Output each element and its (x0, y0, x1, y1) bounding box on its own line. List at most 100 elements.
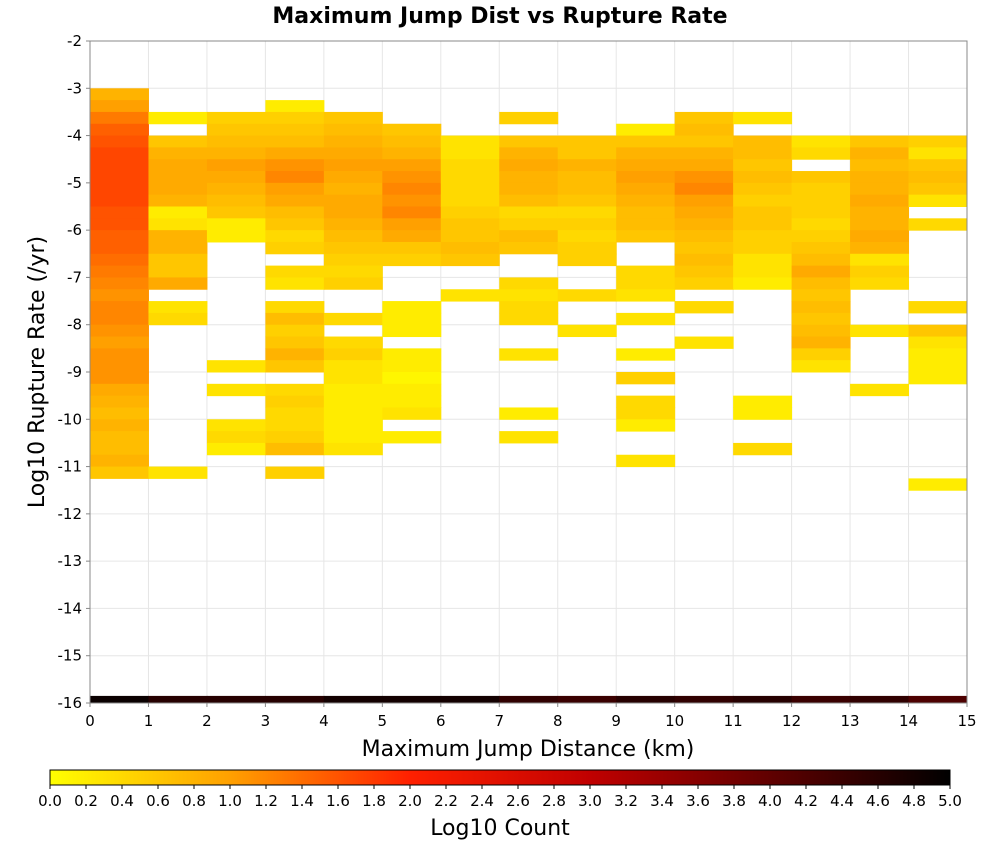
y-tick-label: -13 (58, 552, 83, 570)
heatmap-cell (148, 277, 208, 290)
heatmap-cell (382, 182, 442, 196)
heatmap-cell (557, 218, 617, 231)
heatmap-cell (206, 695, 266, 703)
colorbar (49, 769, 951, 786)
colorbar-tick-label: 4.0 (758, 792, 782, 810)
heatmap-cell (206, 159, 266, 172)
heatmap-cell (674, 695, 734, 703)
heatmap-cell (90, 336, 149, 349)
heatmap-cell (382, 431, 442, 444)
heatmap-cell (674, 265, 734, 278)
x-tick-label: 11 (724, 712, 743, 730)
heatmap-cell (733, 395, 793, 408)
heatmap-cell (557, 241, 617, 255)
heatmap-cell (616, 123, 676, 137)
heatmap-cell (206, 171, 266, 184)
heatmap-cell (733, 111, 793, 125)
heatmap-cell (616, 372, 676, 385)
heatmap-cell (323, 253, 383, 267)
heatmap-cell (206, 442, 266, 456)
heatmap-cell (733, 147, 793, 160)
heatmap-cell (499, 111, 559, 125)
heatmap-cell (382, 218, 442, 231)
heatmap-cell (674, 182, 734, 196)
heatmap-cell (382, 253, 442, 267)
colorbar-tick-label: 1.0 (218, 792, 242, 810)
colorbar-tick-label: 3.6 (686, 792, 710, 810)
heatmap-cell (616, 265, 676, 278)
heatmap-cell (499, 431, 559, 444)
y-tick-label: -4 (67, 127, 82, 145)
heatmap-cell (148, 312, 208, 326)
heatmap-cell (382, 383, 442, 397)
x-tick-label: 0 (85, 712, 95, 730)
heatmap-cell (148, 111, 208, 125)
heatmap-cell (791, 182, 851, 196)
heatmap-cell (265, 147, 325, 160)
x-tick-label: 2 (202, 712, 212, 730)
heatmap-cell (323, 135, 383, 148)
x-axis-ticks: 0 1 2 3 4 5 6 7 8 9 10 11 12 13 14 15 (85, 703, 977, 730)
heatmap-cell (908, 360, 968, 373)
heatmap-cell (265, 407, 325, 420)
heatmap-cell (90, 301, 149, 314)
heatmap-cells (90, 88, 968, 703)
heatmap-cell (908, 336, 968, 349)
colorbar-tick-label: 1.4 (290, 792, 314, 810)
colorbar-tick-label: 0.0 (38, 792, 62, 810)
heatmap-cell (908, 695, 968, 703)
heatmap-cell (791, 147, 851, 160)
heatmap-cell (323, 419, 383, 432)
heatmap-cell (674, 159, 734, 172)
x-tick-label: 8 (553, 712, 563, 730)
heatmap-cell (265, 230, 325, 243)
heatmap-cell (616, 135, 676, 148)
heatmap-cell (850, 277, 910, 290)
heatmap-cell (850, 206, 910, 219)
heatmap-cell (674, 277, 734, 290)
heatmap-cell (90, 407, 149, 420)
heatmap-cell (557, 289, 617, 302)
heatmap-cell (733, 241, 793, 255)
heatmap-cell (557, 194, 617, 207)
heatmap-cell (908, 159, 968, 172)
y-tick-label: -10 (58, 410, 83, 428)
heatmap-cell (90, 171, 149, 184)
colorbar-tick-label: 3.2 (614, 792, 638, 810)
heatmap-cell (382, 241, 442, 255)
heatmap-cell (323, 230, 383, 243)
heatmap-cell (323, 218, 383, 231)
heatmap-cell (323, 277, 383, 290)
chart-title: Maximum Jump Dist vs Rupture Rate (272, 4, 727, 29)
heatmap-cell (265, 324, 325, 338)
heatmap-cell (148, 301, 208, 314)
y-tick-label: -9 (67, 363, 82, 381)
heatmap-cell (557, 324, 617, 338)
heatmap-cell (791, 289, 851, 302)
heatmap-cell (791, 171, 851, 184)
colorbar-tick-label: 5.0 (938, 792, 962, 810)
heatmap-cell (323, 395, 383, 408)
heatmap-cell (382, 147, 442, 160)
y-tick-label: -16 (58, 694, 83, 712)
heatmap-cell (791, 348, 851, 361)
heatmap-cell (382, 206, 442, 219)
x-tick-label: 1 (144, 712, 154, 730)
heatmap-cell (850, 147, 910, 160)
heatmap-cell (148, 230, 208, 243)
heatmap-cell (440, 194, 500, 207)
heatmap-cell (265, 348, 325, 361)
colorbar-tick-label: 2.0 (398, 792, 422, 810)
heatmap-cell (440, 135, 500, 148)
heatmap-cell (440, 253, 500, 267)
heatmap-cell (265, 159, 325, 172)
heatmap-cell (206, 135, 266, 148)
heatmap-cell (382, 695, 442, 703)
heatmap-cell (616, 407, 676, 420)
heatmap-cell (382, 360, 442, 373)
y-axis-label: Log10 Rupture Rate (/yr) (25, 236, 50, 508)
heatmap-cell (148, 171, 208, 184)
heatmap-cell (90, 289, 149, 302)
heatmap-cell (323, 265, 383, 278)
colorbar-tick-label: 0.6 (146, 792, 170, 810)
